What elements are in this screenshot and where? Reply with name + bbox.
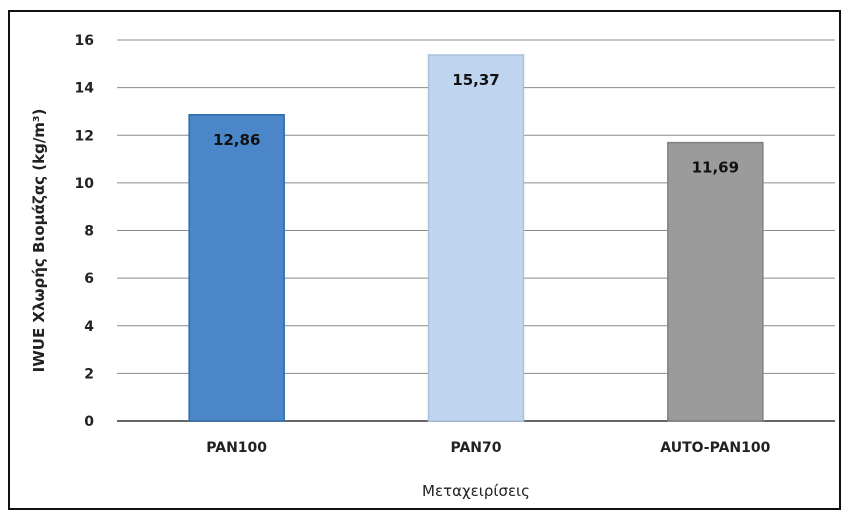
data-label: 15,37 xyxy=(452,71,499,89)
bars xyxy=(188,54,764,422)
data-label: 12,86 xyxy=(213,131,260,149)
y-tick-label: 0 xyxy=(84,414,94,430)
y-axis-label: IWUE Χλωρής Βιομάζας (kg/m³) xyxy=(30,109,48,373)
x-tick-label: PAN100 xyxy=(206,440,267,456)
y-tick-label: 8 xyxy=(84,224,94,240)
x-tick-label: AUTO-PAN100 xyxy=(660,440,770,456)
y-tick-label: 14 xyxy=(75,81,95,97)
x-axis-label: Μεταχειρίσεις xyxy=(422,482,530,500)
bar-auto-pan100 xyxy=(667,141,764,422)
y-tick-label: 16 xyxy=(75,33,94,49)
y-tick-label: 4 xyxy=(84,319,94,335)
x-tick-labels: PAN100 PAN70 AUTO-PAN100 xyxy=(206,440,770,456)
y-tick-labels: 0 2 4 6 8 10 12 14 16 xyxy=(75,33,95,430)
y-tick-label: 10 xyxy=(75,176,95,192)
bar-pan100 xyxy=(188,114,285,422)
y-tick-label: 12 xyxy=(75,128,94,144)
bar-pan70 xyxy=(427,54,525,422)
y-tick-label: 2 xyxy=(84,366,94,382)
y-tick-label: 6 xyxy=(84,271,94,287)
x-tick-label: PAN70 xyxy=(450,440,501,456)
data-labels: 12,86 15,37 11,69 xyxy=(213,71,739,177)
data-label: 11,69 xyxy=(692,159,739,177)
